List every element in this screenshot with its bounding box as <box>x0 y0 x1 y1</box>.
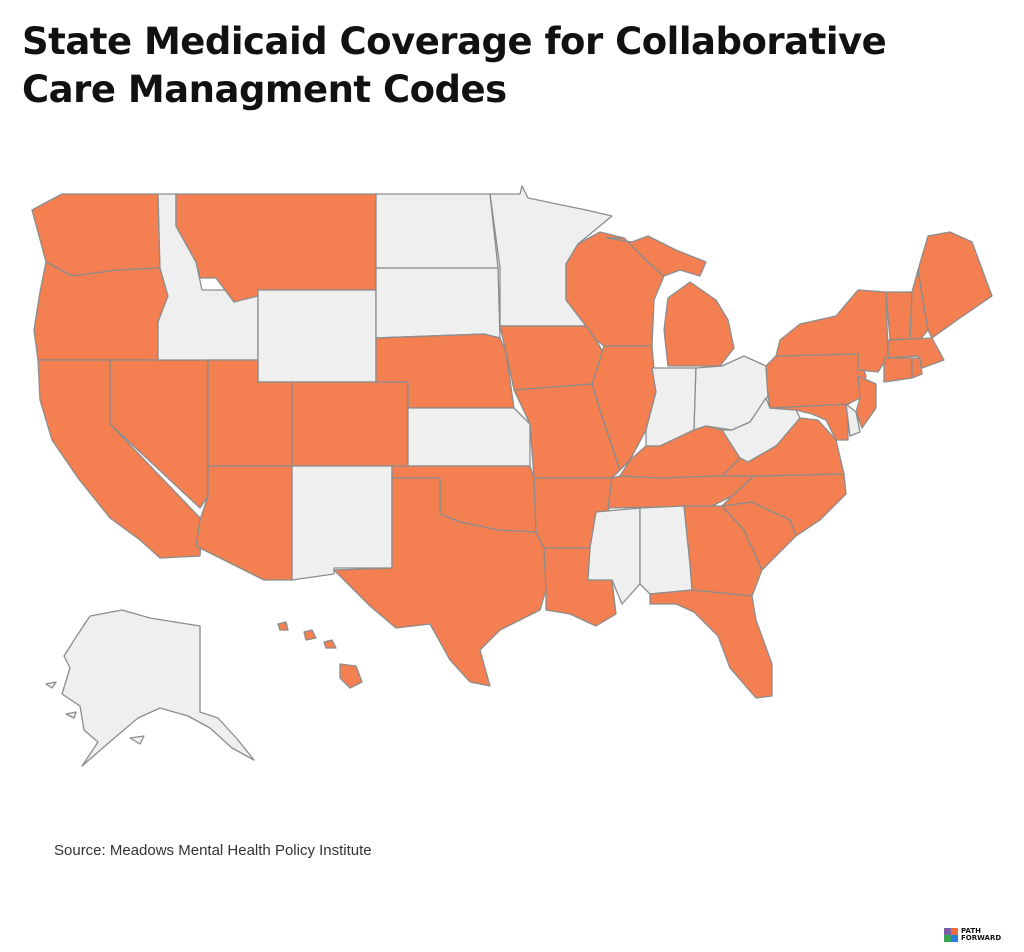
state-ia[interactable] <box>499 325 605 391</box>
state-nd[interactable] <box>375 193 499 269</box>
state-tx[interactable] <box>333 477 547 687</box>
state-sd[interactable] <box>375 267 501 339</box>
source-note: Source: Meadows Mental Health Policy Ins… <box>54 842 372 859</box>
state-ct[interactable] <box>883 357 913 383</box>
logo-line-2: FORWARD <box>961 934 1002 942</box>
state-wy[interactable] <box>257 289 377 383</box>
state-nm[interactable] <box>291 465 393 581</box>
state-ak[interactable] <box>45 609 255 767</box>
state-wi[interactable] <box>565 231 665 347</box>
state-fl[interactable] <box>649 589 773 699</box>
logo-text: PATH FORWARD <box>961 928 1001 942</box>
state-vt[interactable] <box>885 291 913 341</box>
state-mi[interactable] <box>605 235 735 367</box>
logo-mark-icon <box>944 928 958 942</box>
state-me[interactable] <box>917 231 993 339</box>
state-nj[interactable] <box>855 375 877 429</box>
state-nh[interactable] <box>909 269 929 341</box>
state-ks[interactable] <box>407 407 531 467</box>
state-hi[interactable] <box>277 621 363 689</box>
logo-line-1: PATH <box>961 927 981 935</box>
state-pa[interactable] <box>765 353 867 409</box>
state-de[interactable] <box>845 403 861 437</box>
state-wv[interactable] <box>721 397 801 463</box>
path-forward-logo: PATH FORWARD <box>944 928 1001 942</box>
state-mt[interactable] <box>175 193 377 303</box>
logo-square-green <box>944 935 951 942</box>
state-az[interactable] <box>195 465 293 581</box>
state-or[interactable] <box>33 261 169 361</box>
logo-square-blue <box>951 935 958 942</box>
state-al[interactable] <box>639 505 693 595</box>
state-ri[interactable] <box>911 357 923 379</box>
logo-square-orange <box>951 928 958 935</box>
state-wa[interactable] <box>31 193 161 277</box>
logo-square-purple <box>944 928 951 935</box>
state-co[interactable] <box>291 381 409 467</box>
map-title: State Medicaid Coverage for Collaborativ… <box>22 20 887 111</box>
